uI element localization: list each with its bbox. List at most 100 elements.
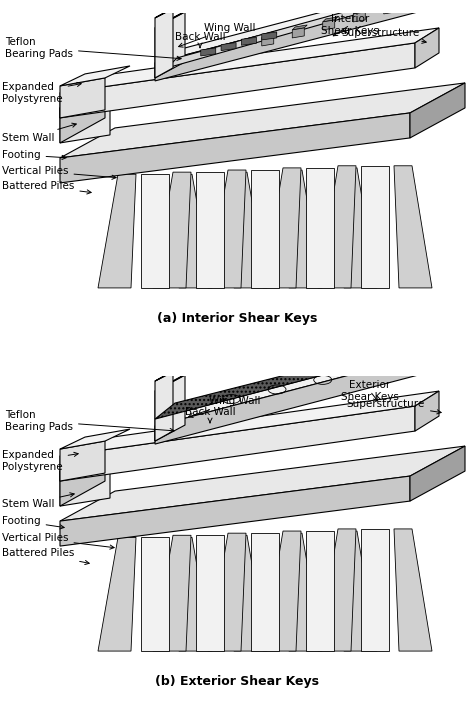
Text: Vertical Piles: Vertical Piles: [2, 533, 114, 549]
Polygon shape: [60, 446, 105, 506]
Polygon shape: [361, 166, 389, 288]
Polygon shape: [155, 0, 193, 18]
Polygon shape: [460, 331, 474, 364]
Polygon shape: [60, 476, 410, 546]
Polygon shape: [208, 533, 246, 651]
Text: Stem Wall: Stem Wall: [2, 493, 74, 509]
Polygon shape: [353, 9, 368, 14]
Polygon shape: [155, 12, 185, 78]
Polygon shape: [60, 43, 415, 118]
Polygon shape: [208, 170, 246, 288]
Polygon shape: [60, 100, 110, 143]
Text: Back Wall: Back Wall: [175, 32, 225, 48]
Polygon shape: [60, 113, 410, 183]
Polygon shape: [284, 170, 322, 288]
Polygon shape: [339, 168, 377, 288]
Polygon shape: [229, 535, 267, 651]
Polygon shape: [196, 172, 224, 288]
Polygon shape: [155, 6, 195, 28]
Polygon shape: [196, 535, 224, 651]
Polygon shape: [153, 172, 191, 288]
Polygon shape: [410, 83, 465, 138]
Polygon shape: [306, 168, 334, 288]
Polygon shape: [167, 0, 474, 68]
Polygon shape: [141, 174, 169, 288]
Polygon shape: [361, 529, 389, 651]
Polygon shape: [410, 446, 465, 501]
Polygon shape: [98, 174, 136, 288]
Polygon shape: [60, 391, 439, 456]
Polygon shape: [353, 12, 365, 22]
Text: Superstructure: Superstructure: [347, 399, 441, 414]
Polygon shape: [394, 166, 432, 288]
Polygon shape: [263, 531, 301, 651]
Polygon shape: [251, 533, 279, 651]
Polygon shape: [155, 371, 173, 441]
Text: (a) Interior Shear Keys: (a) Interior Shear Keys: [157, 312, 317, 325]
Polygon shape: [155, 0, 474, 63]
Text: Teflon
Bearing Pads: Teflon Bearing Pads: [5, 37, 181, 60]
Polygon shape: [318, 166, 356, 288]
Polygon shape: [155, 331, 474, 426]
Text: Battered Piles: Battered Piles: [2, 181, 91, 194]
Polygon shape: [384, 4, 396, 14]
Polygon shape: [155, 346, 460, 444]
Text: Footing: Footing: [2, 516, 64, 529]
Text: Footing: Footing: [2, 150, 66, 160]
Polygon shape: [262, 33, 277, 38]
Polygon shape: [174, 537, 212, 651]
Polygon shape: [174, 174, 212, 288]
Polygon shape: [284, 533, 322, 651]
Polygon shape: [415, 391, 439, 431]
Polygon shape: [394, 529, 432, 651]
Polygon shape: [141, 537, 169, 651]
Text: Exterior
Shear Keys: Exterior Shear Keys: [341, 380, 399, 402]
Text: Superstructure: Superstructure: [342, 28, 426, 43]
Polygon shape: [323, 20, 335, 30]
Polygon shape: [460, 0, 474, 1]
Polygon shape: [60, 28, 439, 93]
Text: Stem Wall: Stem Wall: [2, 123, 76, 143]
Polygon shape: [306, 531, 334, 651]
Polygon shape: [155, 323, 474, 419]
Polygon shape: [155, 0, 460, 81]
Text: Expanded
Polystyrene: Expanded Polystyrene: [2, 82, 81, 104]
Polygon shape: [262, 32, 277, 40]
Polygon shape: [60, 83, 105, 143]
Polygon shape: [60, 406, 415, 481]
Polygon shape: [153, 535, 191, 651]
Polygon shape: [263, 168, 301, 288]
Text: Teflon
Bearing Pads: Teflon Bearing Pads: [5, 411, 174, 432]
Polygon shape: [155, 361, 193, 381]
Polygon shape: [155, 369, 195, 391]
Polygon shape: [60, 441, 105, 481]
Polygon shape: [262, 36, 274, 46]
Text: Wing Wall: Wing Wall: [189, 396, 261, 418]
Polygon shape: [221, 43, 236, 50]
Polygon shape: [241, 38, 256, 45]
Polygon shape: [292, 25, 307, 30]
Text: Battered Piles: Battered Piles: [2, 548, 89, 564]
Polygon shape: [251, 170, 279, 288]
Polygon shape: [60, 429, 130, 449]
Polygon shape: [415, 28, 439, 68]
Polygon shape: [60, 438, 155, 471]
Polygon shape: [60, 83, 465, 158]
Polygon shape: [60, 78, 105, 118]
Text: (b) Exterior Shear Keys: (b) Exterior Shear Keys: [155, 675, 319, 688]
Polygon shape: [323, 17, 338, 22]
Polygon shape: [155, 8, 173, 78]
Polygon shape: [60, 463, 110, 506]
Polygon shape: [98, 537, 136, 651]
Polygon shape: [292, 28, 304, 38]
Polygon shape: [60, 75, 155, 108]
Text: Interior
Shear Keys: Interior Shear Keys: [321, 14, 379, 36]
Polygon shape: [414, 0, 426, 6]
Polygon shape: [339, 531, 377, 651]
Text: Vertical Piles: Vertical Piles: [2, 166, 116, 179]
Polygon shape: [60, 66, 130, 86]
Polygon shape: [155, 375, 185, 441]
Polygon shape: [60, 446, 465, 521]
Polygon shape: [384, 1, 399, 6]
Polygon shape: [201, 48, 216, 56]
